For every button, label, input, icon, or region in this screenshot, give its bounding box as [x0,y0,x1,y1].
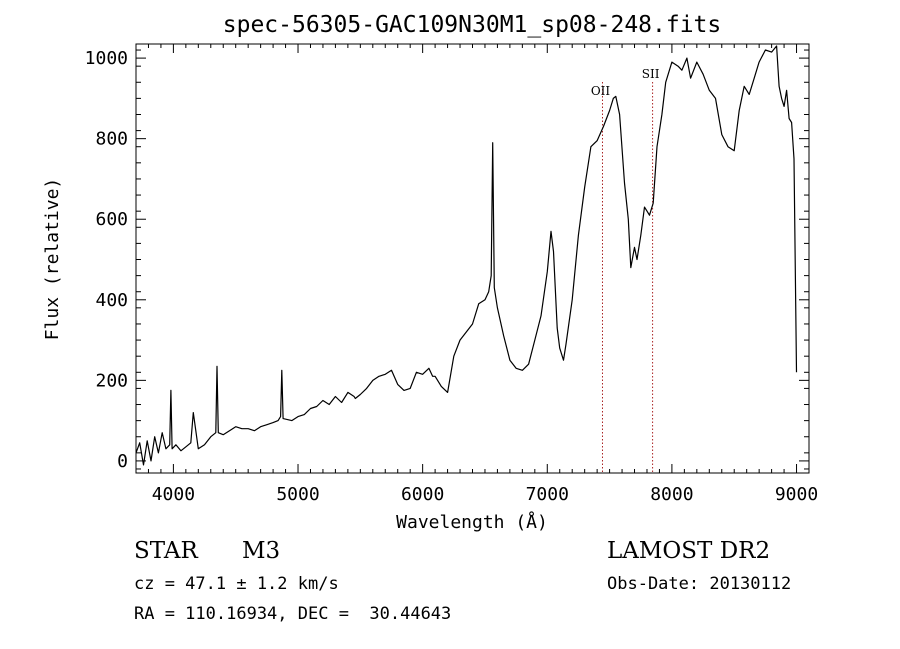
x-tick-label-7000: 7000 [526,484,569,505]
marker-label-oii: OII [591,84,611,98]
chart-title: spec-56305-GAC109N30M1_sp08-248.fits [223,12,722,38]
y-tick-label-0: 0 [117,451,128,472]
coordinates-text: RA = 110.16934, DEC = 30.44643 [134,604,452,624]
spectrum-series [135,45,798,466]
y-tick-label-200: 200 [95,370,128,391]
marker-label-sii: SII [642,67,660,81]
y-tick-label-600: 600 [95,209,128,230]
y-tick-label-1000: 1000 [85,48,128,69]
spectrum-line [135,45,798,466]
line-markers: OII SII [591,67,660,473]
x-axis-label: Wavelength (Å) [396,511,548,533]
obs-date-text: Obs-Date: 20130112 [607,574,792,594]
x-tick-label-9000: 9000 [775,484,818,505]
y-tick-label-800: 800 [95,129,128,150]
x-tick-label-6000: 6000 [401,484,444,505]
y-axis-label: Flux (relative) [42,178,63,341]
x-tick-label-8000: 8000 [650,484,693,505]
x-tick-label-4000: 4000 [152,484,195,505]
survey-name: LAMOST DR2 [607,538,771,564]
redshift-text: cz = 47.1 ± 1.2 km/s [134,574,339,594]
object-class: STAR [134,538,198,564]
plot-frame [135,43,810,474]
x-tick-label-5000: 5000 [276,484,319,505]
object-subclass: M3 [242,538,281,564]
y-tick-label-400: 400 [95,290,128,311]
axis-ticks: 4000 5000 6000 7000 8000 9000 0 200 400 600 800 100… [85,44,818,505]
